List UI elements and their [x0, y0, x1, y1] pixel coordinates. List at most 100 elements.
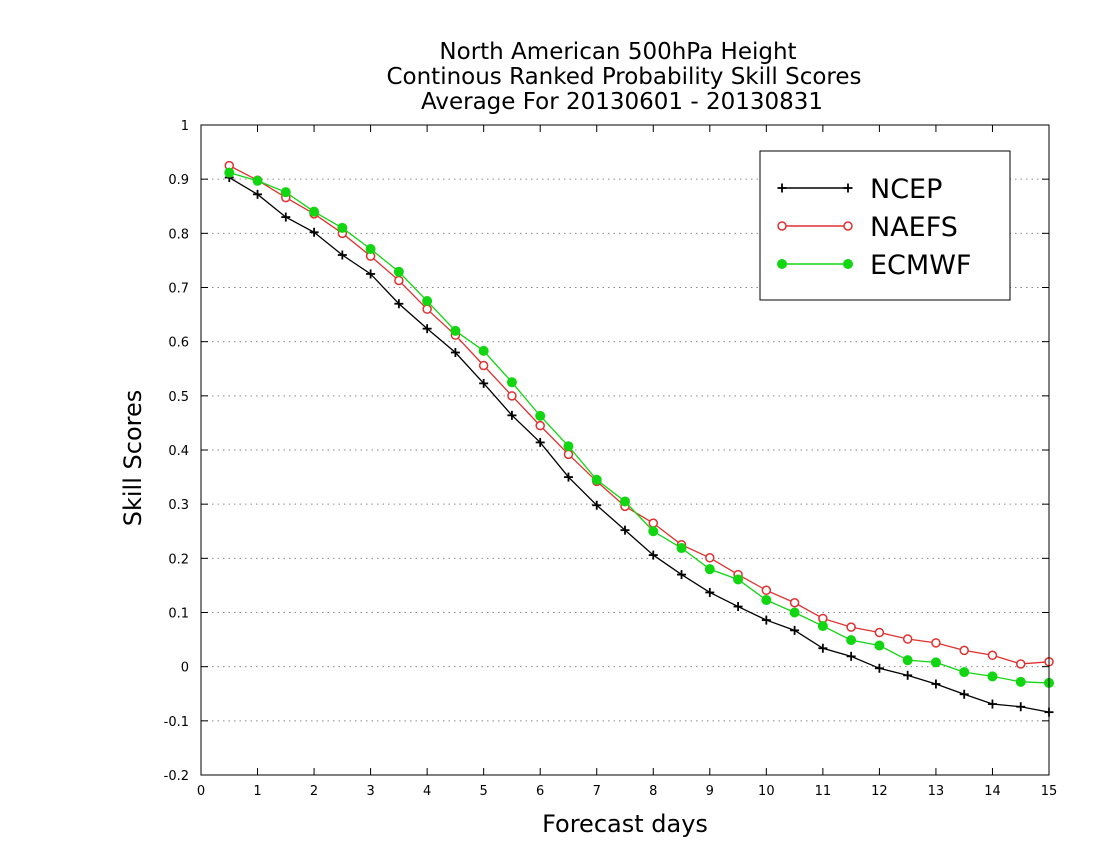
legend-label-ecmwf: ECMWF — [870, 250, 971, 281]
data-point-naefs — [789, 598, 800, 608]
x-tick-label: 13 — [928, 784, 945, 799]
title-line-3: Average For 20130601 - 20130831 — [421, 89, 823, 115]
legend-item-naefs: NAEFS — [777, 212, 958, 243]
x-tick-label: 12 — [871, 784, 888, 799]
data-point-ncep — [903, 670, 913, 680]
y-tick-label: 0.1 — [168, 607, 189, 622]
legend-marker-naefs — [843, 221, 853, 231]
data-point-ncep — [422, 324, 432, 334]
x-tick-label: 4 — [423, 784, 431, 799]
data-point-ncep — [450, 348, 460, 357]
data-point-ncep — [931, 679, 941, 689]
legend-label-naefs: NAEFS — [870, 212, 958, 243]
data-point-ecmwf — [789, 607, 800, 618]
data-point-ecmwf — [506, 377, 517, 388]
legend: NCEP NAEFS ECMWF — [759, 150, 1011, 301]
data-point-ecmwf — [817, 621, 828, 632]
y-tick-label: 0.9 — [168, 173, 189, 188]
data-point-ecmwf — [563, 441, 574, 452]
y-tick-label: 0 — [181, 661, 189, 676]
grid — [201, 178, 1049, 722]
data-point-ncep — [563, 472, 573, 482]
data-point-ncep — [394, 299, 404, 309]
data-point-ecmwf — [676, 543, 687, 554]
data-point-naefs — [422, 304, 432, 314]
series-line-naefs — [228, 165, 1050, 665]
x-tick-label: 1 — [253, 784, 261, 799]
legend-label-ncep: NCEP — [870, 174, 942, 205]
y-tick-label: 0.4 — [168, 444, 189, 459]
data-point-ecmwf — [309, 206, 320, 217]
y-tick-label: 1 — [181, 119, 189, 134]
data-point-naefs — [931, 638, 941, 648]
data-point-ecmwf — [930, 657, 941, 668]
legend-item-ecmwf: ECMWF — [777, 250, 971, 281]
data-point-ecmwf — [874, 640, 885, 651]
y-tick-label: 0.7 — [168, 282, 189, 297]
data-point-ncep — [818, 643, 828, 653]
title-line-2: Continous Ranked Probability Skill Score… — [386, 64, 861, 90]
data-point-ecmwf — [450, 325, 461, 336]
data-point-ncep — [987, 699, 997, 709]
data-point-naefs — [987, 650, 998, 661]
data-point-ecmwf — [393, 266, 404, 277]
x-tick-label: 3 — [366, 784, 374, 799]
y-axis-label: Skill Scores — [119, 390, 147, 527]
data-point-ecmwf — [902, 655, 913, 666]
data-point-ecmwf — [1015, 676, 1026, 687]
data-point-naefs — [705, 553, 715, 563]
data-point-naefs — [846, 622, 856, 632]
x-tick-label: 11 — [815, 784, 832, 799]
data-point-ncep — [309, 227, 319, 237]
data-point-ncep — [479, 378, 489, 388]
data-point-ecmwf — [280, 187, 291, 198]
x-tick-label: 8 — [649, 784, 657, 799]
data-point-ecmwf — [704, 564, 715, 575]
x-axis-label: Forecast days — [542, 810, 708, 838]
data-point-ncep — [874, 663, 884, 673]
data-point-ncep — [592, 500, 602, 510]
data-point-ncep — [648, 550, 658, 560]
y-tick-label: 0.8 — [168, 227, 189, 242]
data-point-ncep — [761, 615, 771, 625]
legend-item-ncep: NCEP — [777, 174, 942, 205]
y-tick-label: 0.6 — [168, 336, 189, 351]
y-tick-label: 0.5 — [168, 390, 189, 405]
data-point-ncep — [1016, 702, 1026, 712]
data-point-ncep — [620, 525, 630, 535]
chart-title: North American 500hPa Height Continous R… — [386, 39, 861, 115]
legend-marker-ncep — [843, 183, 853, 193]
series-ncep — [224, 173, 1054, 717]
x-tick-label: 0 — [197, 784, 205, 799]
data-point-ecmwf — [620, 496, 630, 507]
data-point-naefs — [1015, 659, 1026, 669]
data-point-ncep — [366, 269, 376, 279]
data-point-naefs — [507, 391, 517, 401]
x-tick-label: 6 — [536, 784, 544, 799]
data-point-naefs — [535, 420, 545, 431]
x-tick-label: 7 — [593, 784, 601, 799]
x-tick-label: 5 — [480, 784, 488, 799]
data-point-ecmwf — [591, 474, 602, 485]
x-tick-label: 9 — [706, 784, 714, 799]
data-point-ncep — [507, 410, 517, 420]
data-point-ecmwf — [365, 244, 376, 255]
data-point-naefs — [648, 518, 659, 528]
data-point-ncep — [677, 570, 687, 580]
data-point-ncep — [846, 651, 856, 661]
legend-marker-ncep — [777, 183, 787, 193]
data-point-ecmwf — [733, 574, 744, 585]
data-point-ncep — [337, 250, 347, 260]
data-point-ecmwf — [478, 345, 489, 356]
axes: -0.2-0.100.10.20.30.40.50.60.70.80.910 1 2… — [164, 119, 1058, 799]
data-point-ecmwf — [337, 222, 348, 233]
data-point-naefs — [478, 360, 489, 371]
data-point-naefs — [959, 645, 969, 656]
data-point-ncep — [705, 587, 715, 597]
y-tick-label: -0.2 — [164, 769, 189, 784]
data-point-naefs — [761, 585, 772, 596]
y-tick-label: 0.3 — [168, 498, 189, 513]
x-tick-label: 15 — [1041, 784, 1058, 799]
data-point-ecmwf — [535, 410, 546, 421]
